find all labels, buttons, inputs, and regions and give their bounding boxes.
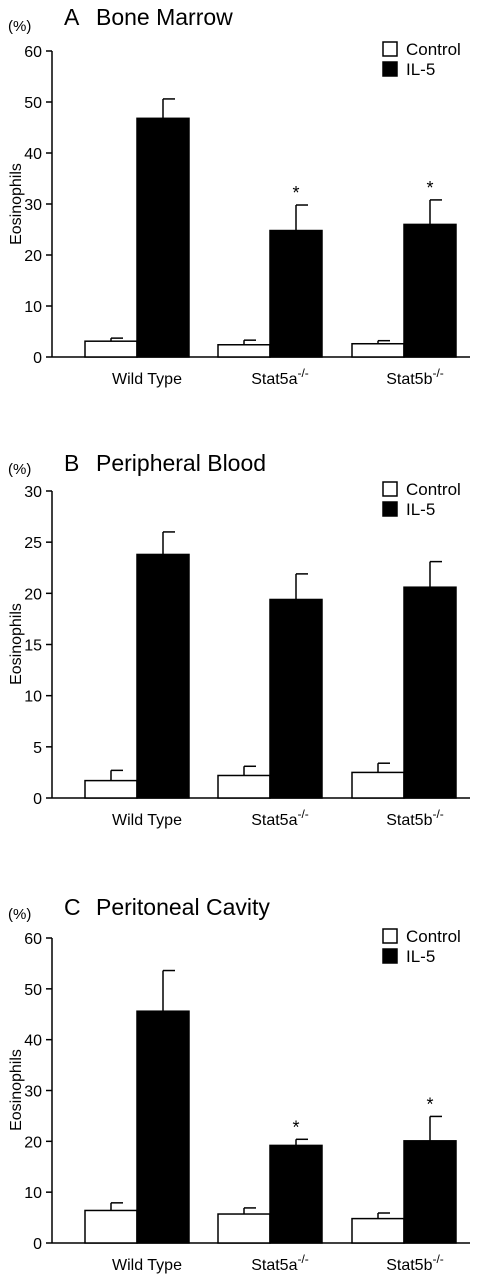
y-tick-label: 0	[33, 1236, 42, 1253]
bar-control	[217, 1213, 271, 1244]
bar-il-5	[269, 598, 323, 799]
y-tick-label: 50	[24, 982, 42, 999]
bar-control	[217, 774, 271, 799]
y-unit-label: (%)	[8, 18, 31, 35]
bar-control	[351, 771, 405, 799]
bar-il-5	[269, 1144, 323, 1244]
legend-label: IL-5	[406, 60, 435, 79]
bar-control	[351, 342, 405, 358]
legend-swatch	[382, 948, 398, 964]
bar-il-5	[403, 1140, 457, 1244]
bar-control	[84, 340, 138, 358]
y-tick-label: 40	[24, 146, 42, 163]
legend-label: Control	[406, 40, 461, 59]
y-unit-label: (%)	[8, 906, 31, 923]
legend-swatch	[382, 61, 398, 77]
y-tick-label: 20	[24, 1134, 42, 1151]
y-tick-label: 0	[33, 791, 42, 808]
x-tick-label: Stat5a-/-	[251, 807, 309, 829]
y-axis-label: Eosinophils	[8, 163, 25, 245]
panel-a: (%) A Bone Marrow Eosinophils 0 10 20 30 40 50 60 W…	[8, 4, 470, 388]
y-tick-label: 50	[24, 95, 42, 112]
bar-il-5	[136, 553, 190, 799]
significance-mark: *	[426, 178, 433, 198]
significance-mark: *	[292, 1117, 299, 1137]
y-tick-label: 5	[33, 740, 42, 757]
y-axis-label: Eosinophils	[8, 1049, 25, 1131]
x-tick-label: Stat5b-/-	[386, 1252, 444, 1274]
bar-control	[84, 779, 138, 799]
panel-letter: C	[64, 894, 81, 920]
bar-il-5	[403, 586, 457, 799]
y-tick-label: 60	[24, 44, 42, 61]
y-axis-label: Eosinophils	[8, 603, 25, 685]
y-tick-label: 10	[24, 689, 42, 706]
x-tick-label: Wild Type	[112, 812, 182, 829]
y-tick-label: 30	[24, 484, 42, 501]
bar-control	[84, 1209, 138, 1244]
panel-c: (%) C Peritoneal Cavity Eosinophils 0 10 20 30 4…	[8, 894, 470, 1274]
x-tick-label: Stat5a-/-	[251, 1252, 309, 1274]
legend-swatch	[382, 501, 398, 517]
legend-label: Control	[406, 480, 461, 499]
y-unit-label: (%)	[8, 461, 31, 478]
legend-label: Control	[406, 927, 461, 946]
y-tick-label: 60	[24, 931, 42, 948]
y-tick-label: 20	[24, 586, 42, 603]
x-tick-label: Wild Type	[112, 371, 182, 388]
significance-mark: *	[426, 1094, 433, 1114]
legend-swatch	[382, 41, 398, 57]
bar-il-5	[403, 223, 457, 358]
y-tick-label: 0	[33, 350, 42, 367]
bar-control	[351, 1217, 405, 1244]
y-tick-label: 20	[24, 248, 42, 265]
x-tick-label: Stat5a-/-	[251, 366, 309, 388]
x-tick-label: Wild Type	[112, 1257, 182, 1274]
legend-label: IL-5	[406, 947, 435, 966]
bar-control	[217, 344, 271, 358]
x-tick-label: Stat5b-/-	[386, 807, 444, 829]
legend-label: IL-5	[406, 500, 435, 519]
y-tick-label: 10	[24, 299, 42, 316]
y-tick-label: 25	[24, 535, 42, 552]
y-tick-label: 30	[24, 197, 42, 214]
x-tick-label: Stat5b-/-	[386, 366, 444, 388]
panel-letter: A	[64, 4, 80, 30]
bar-il-5	[136, 1010, 190, 1244]
y-tick-label: 30	[24, 1084, 42, 1101]
bar-il-5	[136, 117, 190, 358]
panel-title: Bone Marrow	[96, 4, 233, 30]
panel-title: Peripheral Blood	[96, 450, 266, 476]
y-tick-label: 40	[24, 1033, 42, 1050]
panel-letter: B	[64, 450, 79, 476]
panel-b: (%) B Peripheral Blood Eosinophils 0 5 10 15 20 2…	[8, 450, 470, 829]
significance-mark: *	[292, 183, 299, 203]
panel-title: Peritoneal Cavity	[96, 894, 270, 920]
legend-swatch	[382, 481, 398, 497]
legend-swatch	[382, 928, 398, 944]
y-tick-label: 15	[24, 638, 42, 655]
bar-il-5	[269, 229, 323, 358]
y-tick-label: 10	[24, 1185, 42, 1202]
